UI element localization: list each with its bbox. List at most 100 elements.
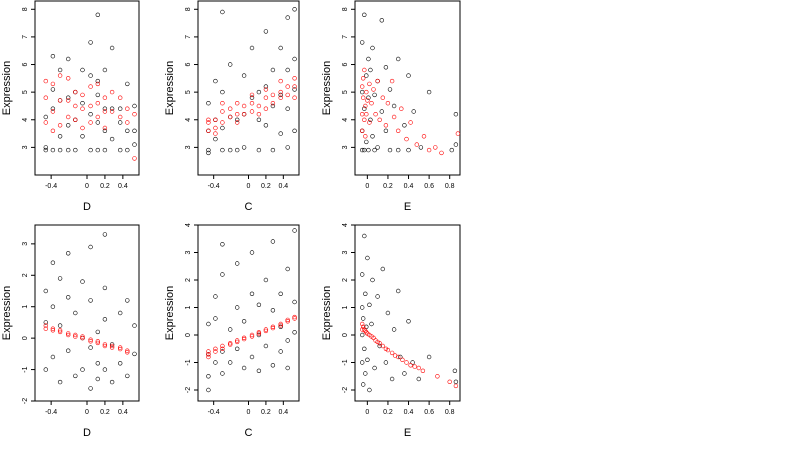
data-point xyxy=(80,67,85,73)
data-point xyxy=(235,120,240,125)
y-tick-label: 5 xyxy=(22,90,29,94)
data-point xyxy=(57,98,63,103)
data-point xyxy=(65,123,71,128)
x-tick-label: -0.4 xyxy=(45,183,57,190)
y-tick-label: 7 xyxy=(185,35,192,39)
data-point xyxy=(396,354,401,360)
data-point xyxy=(117,95,123,100)
data-point xyxy=(292,316,297,321)
data-point xyxy=(50,106,56,111)
data-point xyxy=(270,363,276,368)
data-point xyxy=(383,123,389,128)
data-point xyxy=(270,100,276,106)
panel-5: -0.4 0 0.2 0.4 -2 -1 0 1 2 3 4 C Expression xyxy=(164,223,300,439)
data-point xyxy=(256,89,262,95)
data-point xyxy=(416,365,421,371)
data-point xyxy=(213,125,218,131)
data-point xyxy=(80,100,85,106)
data-point xyxy=(292,228,297,233)
data-point xyxy=(43,323,48,328)
data-point xyxy=(285,15,290,20)
data-point xyxy=(263,29,269,34)
data-point xyxy=(406,319,411,324)
y-tick-label: 1 xyxy=(342,305,349,309)
data-point xyxy=(213,131,218,136)
data-point xyxy=(421,134,427,139)
data-point xyxy=(109,342,115,347)
x-tick-label: 0.6 xyxy=(424,409,434,416)
data-point xyxy=(109,89,115,95)
data-point xyxy=(241,111,247,117)
data-point xyxy=(278,131,283,136)
data-point xyxy=(80,367,85,372)
panel-4: -0.4 0 0.2 0.4 -2 -1 0 1 2 3 D Expression xyxy=(1,224,140,439)
data-series xyxy=(360,67,461,156)
data-point xyxy=(88,339,93,344)
data-point xyxy=(213,136,218,142)
data-point xyxy=(220,9,225,15)
data-point xyxy=(125,348,130,353)
data-point xyxy=(102,67,108,73)
y-axis-label: Expression xyxy=(164,61,176,115)
panel-3: 0 0.2 0.4 0.6 0.8 3 4 5 6 7 8 E Expression xyxy=(321,0,461,213)
data-point xyxy=(375,294,380,299)
data-point xyxy=(362,346,367,351)
data-point xyxy=(102,342,108,347)
data-point xyxy=(57,73,63,78)
data-point xyxy=(132,142,137,147)
data-point xyxy=(433,145,438,150)
data-point xyxy=(453,383,459,389)
data-point xyxy=(206,150,211,156)
data-point xyxy=(88,345,93,350)
data-point xyxy=(235,111,240,117)
x-tick-label: 0.4 xyxy=(278,183,288,190)
y-axis-label: Expression xyxy=(164,286,176,340)
data-point xyxy=(95,78,101,84)
data-point xyxy=(220,100,225,106)
data-point xyxy=(455,131,461,136)
data-point xyxy=(235,147,240,153)
data-point xyxy=(43,288,48,294)
data-point xyxy=(367,120,372,125)
data-series xyxy=(43,323,130,355)
y-tick-label: -2 xyxy=(342,387,349,393)
data-point xyxy=(235,346,240,351)
data-point xyxy=(50,354,56,360)
data-point xyxy=(278,324,283,329)
x-tick-label: 0 xyxy=(85,409,89,416)
data-point xyxy=(73,103,78,109)
x-tick-label: 0.2 xyxy=(100,409,110,416)
data-point xyxy=(206,349,211,354)
x-tick-label: 0.8 xyxy=(445,183,455,190)
data-point xyxy=(228,62,233,67)
data-point xyxy=(88,111,93,117)
data-point xyxy=(263,84,269,89)
data-point xyxy=(125,373,130,379)
y-tick-label: 3 xyxy=(22,242,29,246)
plot-frame xyxy=(197,224,300,402)
data-point xyxy=(263,123,269,128)
data-point xyxy=(453,111,459,117)
y-tick-label: -2 xyxy=(185,387,192,393)
data-point xyxy=(367,387,372,393)
y-tick-label: 3 xyxy=(342,250,349,254)
data-point xyxy=(57,123,63,128)
data-point xyxy=(278,349,283,354)
data-point xyxy=(362,147,367,153)
data-point xyxy=(50,326,56,331)
data-point xyxy=(117,361,123,366)
data-point xyxy=(270,92,276,98)
data-point xyxy=(88,244,93,250)
data-point xyxy=(371,87,376,92)
data-point xyxy=(235,339,240,345)
data-point xyxy=(80,279,85,284)
data-point xyxy=(73,334,78,339)
data-point xyxy=(117,120,123,125)
data-point xyxy=(80,106,85,111)
data-point xyxy=(379,18,384,23)
data-point xyxy=(80,134,85,139)
data-point xyxy=(43,320,48,325)
data-point xyxy=(278,291,283,296)
data-point xyxy=(249,334,255,339)
x-axis-label: E xyxy=(404,427,411,439)
